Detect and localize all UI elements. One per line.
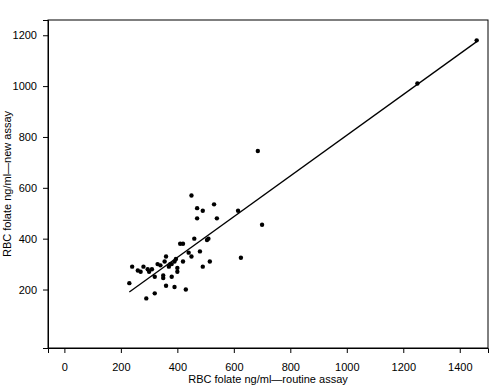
x-tick-mark [121,348,122,353]
x-tick-mark [177,348,178,353]
point [201,264,205,268]
point [189,254,193,258]
x-tick: 1000 [335,348,359,373]
x-tick-label: 800 [282,361,300,373]
x-tick: 400 [169,348,187,373]
point [198,249,202,253]
point [164,254,168,258]
x-axis: 0 200 400 600 800 1000 1200 1400 [49,348,489,373]
y-tick-mark [43,188,48,189]
x-tick-label: 1400 [448,361,472,373]
y-tick: 800 [19,131,48,143]
point [239,256,243,260]
x-tick-label: 1200 [392,361,416,373]
y-tick-label: 600 [19,182,37,194]
point [130,264,134,268]
point [161,276,165,280]
plot: 0 200 400 600 800 1000 1200 1400 200 400 600 800 100… [13,20,489,373]
y-tick-mark [43,137,48,138]
point [260,222,264,226]
point [206,236,210,240]
y-tick-label: 1200 [13,29,37,41]
x-tick-mark [347,348,348,353]
x-tick: 1400 [448,348,472,373]
point [141,264,145,268]
y-tick-label: 400 [19,233,37,245]
x-tick-label: 600 [225,361,243,373]
point [162,259,166,263]
point [195,206,199,210]
point [164,284,168,288]
y-tick-mark [43,86,48,87]
x-tick-label: 200 [112,361,130,373]
x-tick: 0 [62,348,68,373]
y-tick-label: 800 [19,131,37,143]
y-tick-label: 1000 [13,80,37,92]
x-tick: 1200 [392,348,416,373]
y-axis: 200 400 600 800 1000 1200 [13,21,49,349]
y-tick: 1200 [13,29,48,41]
point [201,208,205,212]
x-axis-line [49,349,489,354]
x-tick-label: 400 [169,361,187,373]
x-tick: 600 [225,348,243,373]
point [127,281,131,285]
point [215,216,219,220]
y-axis-title: RBC folate ng/ml—new assay [1,110,13,257]
point [169,275,173,279]
x-tick-mark [460,348,461,353]
y-tick-mark [43,239,48,240]
y-tick-mark [43,290,48,291]
x-axis-title: RBC folate ng/ml—routine assay [188,373,348,385]
x-tick-mark [403,348,404,353]
point [172,285,176,289]
y-axis-line [43,21,49,349]
point [181,259,185,263]
point [175,266,179,270]
point [184,287,188,291]
point [175,270,179,274]
y-tick: 1000 [13,80,48,92]
x-tick: 200 [112,348,130,373]
point [181,242,185,246]
y-tick: 400 [19,233,48,245]
x-tick-label: 1000 [335,361,359,373]
y-tick: 200 [19,284,48,296]
y-tick-mark [43,35,48,36]
point [212,202,216,206]
marks [127,38,479,300]
fit-line [129,42,476,292]
x-tick: 800 [282,348,300,373]
point [189,193,193,197]
point [256,149,260,153]
plot-frame [48,20,488,348]
point [153,291,157,295]
point [158,263,162,267]
point [208,259,212,263]
point [138,270,142,274]
y-tick: 600 [19,182,48,194]
x-tick-mark [234,348,235,353]
point [144,296,148,300]
point [195,216,199,220]
y-tick-label: 200 [19,284,37,296]
point [150,267,154,271]
x-tick-mark [290,348,291,353]
point [192,236,196,240]
chart: 0 200 400 600 800 1000 1200 1400 200 400 600 800 100… [0,0,499,389]
x-tick-label: 0 [62,361,68,373]
x-tick-mark [64,348,65,353]
